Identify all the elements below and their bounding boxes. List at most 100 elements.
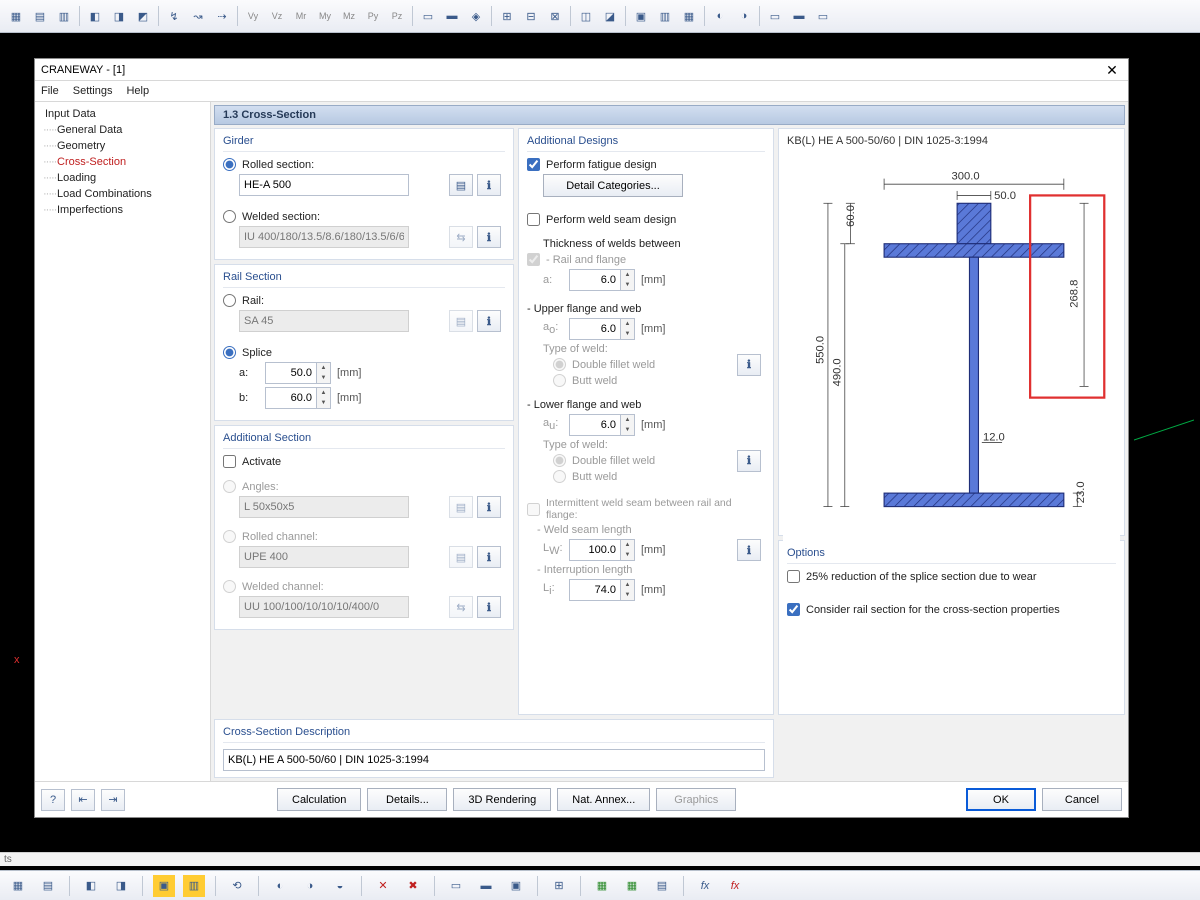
label-splice: Splice (242, 347, 272, 359)
library-icon[interactable]: ▤ (449, 174, 473, 196)
toolbar-icon[interactable]: ⟲ (226, 875, 248, 897)
fx-icon[interactable]: fx (694, 875, 716, 897)
toolbar-icon[interactable]: ▭ (417, 5, 439, 27)
toolbar-icon[interactable]: ◧ (84, 5, 106, 27)
tree-cross-section[interactable]: Cross-Section (35, 154, 210, 170)
toolbar-icon[interactable]: ▥ (53, 5, 75, 27)
tree-geometry[interactable]: Geometry (35, 138, 210, 154)
toolbar-icon[interactable]: ▦ (5, 5, 27, 27)
radio-rolled[interactable] (223, 158, 236, 171)
radio-welded[interactable] (223, 210, 236, 223)
bottom-toolbar: ▦ ▤ ◧ ◨ ▣ ▥ ⟲ ◐ ◑ ◒ ✕ ✖ ▭ ▬ ▣ ⊞ ▦ ▦ ▤ fx… (0, 870, 1200, 900)
next-icon[interactable]: ⇥ (101, 789, 125, 811)
toolbar-icon[interactable]: ◐ (269, 875, 291, 897)
prev-icon[interactable]: ⇤ (71, 789, 95, 811)
toolbar-icon[interactable]: ◈ (465, 5, 487, 27)
info-icon[interactable]: ℹ (477, 546, 501, 568)
menu-file[interactable]: File (41, 85, 59, 97)
tree-general[interactable]: General Data (35, 122, 210, 138)
toolbar-icon[interactable]: ▬ (788, 5, 810, 27)
tree-loading[interactable]: Loading (35, 170, 210, 186)
toolbar-icon[interactable]: ▤ (29, 5, 51, 27)
close-icon[interactable]: ✕ (1102, 63, 1122, 77)
check-consider[interactable] (787, 603, 800, 616)
cancel-button[interactable]: Cancel (1042, 788, 1122, 811)
help-icon[interactable]: ? (41, 789, 65, 811)
toolbar-icon[interactable]: ▣ (505, 875, 527, 897)
info-icon[interactable]: ℹ (477, 310, 501, 332)
details-button[interactable]: Details... (367, 788, 447, 811)
check-weld-seam[interactable] (527, 213, 540, 226)
check-activate[interactable] (223, 455, 236, 468)
radio-splice[interactable] (223, 346, 236, 359)
check-reduction[interactable] (787, 570, 800, 583)
tree-imperfections[interactable]: Imperfections (35, 202, 210, 218)
toolbar-icon[interactable]: ▦ (678, 5, 700, 27)
toolbar-icon[interactable]: ▥ (183, 875, 205, 897)
rendering-button[interactable]: 3D Rendering (453, 788, 551, 811)
toolbar-icon[interactable]: ▣ (153, 875, 175, 897)
toolbar-icon[interactable]: ▬ (441, 5, 463, 27)
toolbar-icon[interactable]: ◐ (709, 5, 731, 27)
toolbar-icon[interactable]: ▤ (651, 875, 673, 897)
excel-icon[interactable]: ▦ (591, 875, 613, 897)
toolbar-icon[interactable]: ▭ (812, 5, 834, 27)
toolbar-icon[interactable]: ⊞ (496, 5, 518, 27)
info-icon[interactable]: ℹ (737, 450, 761, 472)
toolbar-icon[interactable]: ⊠ (544, 5, 566, 27)
svg-text:60.0: 60.0 (845, 205, 857, 227)
fx-cancel-icon[interactable]: fx (724, 875, 746, 897)
toolbar-icon[interactable]: ◨ (110, 875, 132, 897)
toolbar-icon[interactable]: ◨ (108, 5, 130, 27)
spinner-au[interactable]: ▲▼ (569, 414, 635, 436)
detail-categories-button[interactable]: Detail Categories... (543, 174, 683, 197)
info-icon[interactable]: ℹ (737, 539, 761, 561)
toolbar-icon[interactable]: ◑ (733, 5, 755, 27)
nat-annex-button[interactable]: Nat. Annex... (557, 788, 650, 811)
toolbar-icon[interactable]: ▤ (37, 875, 59, 897)
toolbar-icon[interactable]: ◩ (132, 5, 154, 27)
spinner-ao[interactable]: ▲▼ (569, 318, 635, 340)
check-fatigue[interactable] (527, 158, 540, 171)
toolbar-icon[interactable]: ⊟ (520, 5, 542, 27)
toolbar-icon[interactable]: ◪ (599, 5, 621, 27)
toolbar-icon[interactable]: ✖ (402, 875, 424, 897)
toolbar-icon[interactable]: ◧ (80, 875, 102, 897)
toolbar-icon[interactable]: ↯ (163, 5, 185, 27)
toolbar-icon[interactable]: ▭ (764, 5, 786, 27)
info-icon[interactable]: ℹ (477, 226, 501, 248)
tree-load-combinations[interactable]: Load Combinations (35, 186, 210, 202)
tree-root[interactable]: Input Data (35, 106, 210, 122)
ok-button[interactable]: OK (966, 788, 1036, 811)
toolbar-icon[interactable]: ▣ (630, 5, 652, 27)
calculation-button[interactable]: Calculation (277, 788, 361, 811)
toolbar-icon[interactable]: ⇢ (211, 5, 233, 27)
toolbar-icon[interactable]: ▬ (475, 875, 497, 897)
toolbar-icon[interactable]: ▦ (7, 875, 29, 897)
info-icon[interactable]: ℹ (477, 174, 501, 196)
radio-rail[interactable] (223, 294, 236, 307)
info-icon[interactable]: ℹ (477, 596, 501, 618)
toolbar-icon[interactable]: ◑ (299, 875, 321, 897)
toolbar-icon[interactable]: ↝ (187, 5, 209, 27)
input-description[interactable] (223, 749, 765, 771)
toolbar-icon[interactable]: ◫ (575, 5, 597, 27)
info-icon[interactable]: ℹ (477, 496, 501, 518)
toolbar-icon[interactable]: ⊞ (548, 875, 570, 897)
spinner-lw[interactable]: ▲▼ (569, 539, 635, 561)
label-rail-flange: - Rail and flange (546, 254, 626, 266)
excel-icon[interactable]: ▦ (621, 875, 643, 897)
spinner-a[interactable]: ▲▼ (265, 362, 331, 384)
info-icon[interactable]: ℹ (737, 354, 761, 376)
menu-settings[interactable]: Settings (73, 85, 113, 97)
toolbar-icon[interactable]: ◒ (329, 875, 351, 897)
spinner-li[interactable]: ▲▼ (569, 579, 635, 601)
toolbar-label: Pz (386, 5, 408, 27)
toolbar-icon[interactable]: ▥ (654, 5, 676, 27)
menu-help[interactable]: Help (126, 85, 149, 97)
spinner-b[interactable]: ▲▼ (265, 387, 331, 409)
toolbar-icon[interactable]: ✕ (372, 875, 394, 897)
input-rolled-section[interactable] (239, 174, 409, 196)
toolbar-icon[interactable]: ▭ (445, 875, 467, 897)
spinner-thk-a[interactable]: ▲▼ (569, 269, 635, 291)
